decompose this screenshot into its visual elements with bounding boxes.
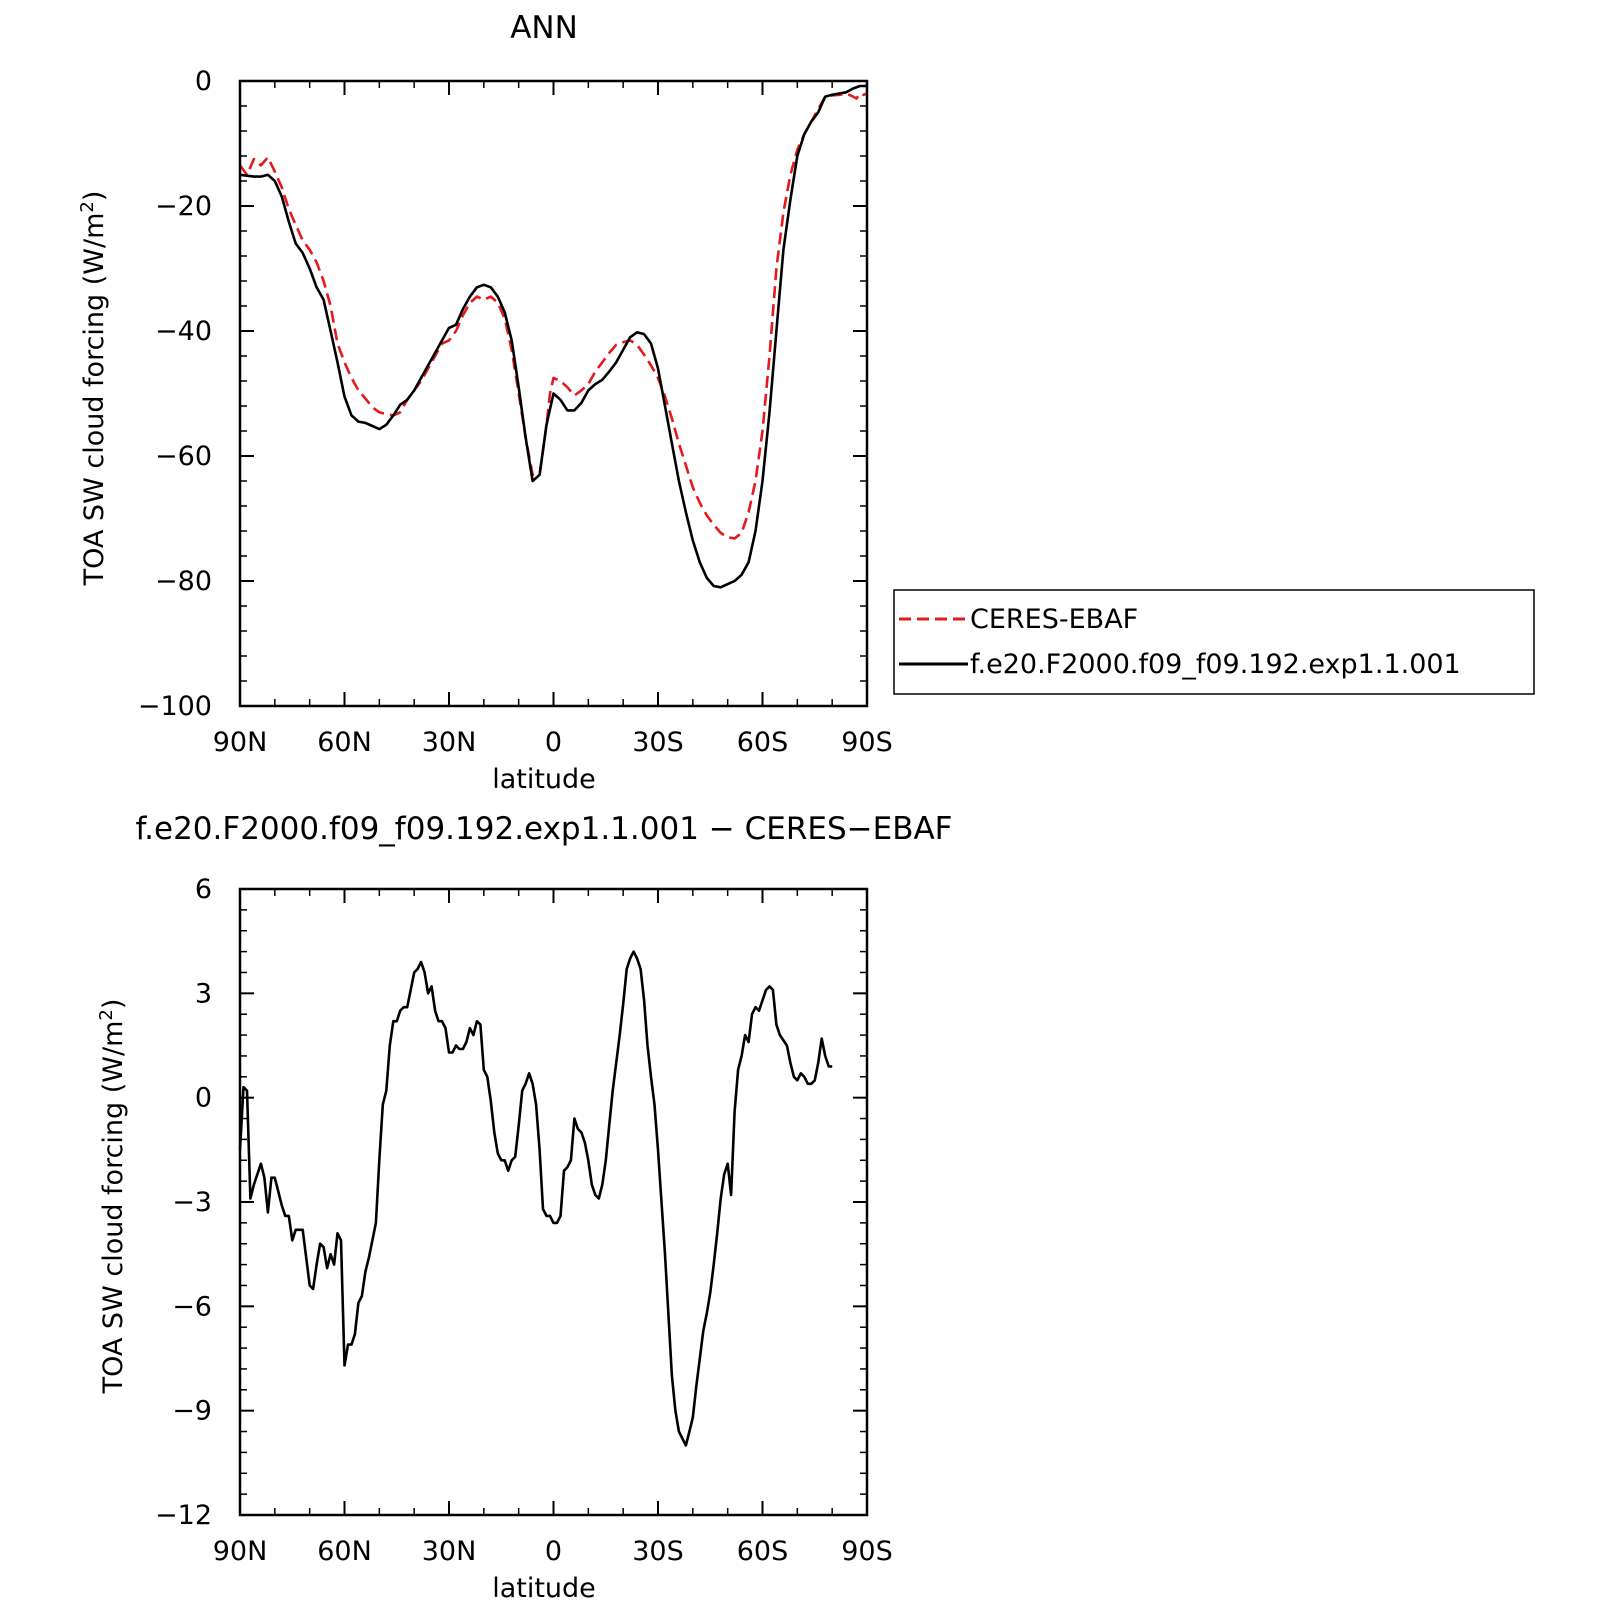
plot-frame	[238, 887, 869, 1517]
plot-frame	[238, 79, 869, 708]
series-lines	[238, 84, 868, 589]
y-tick-label: −3	[172, 1187, 212, 1218]
y-tick-label: −40	[155, 316, 212, 347]
x-tick-label: 60S	[737, 1536, 789, 1567]
x-tick-label: 90N	[213, 1536, 268, 1567]
y-tick-label: −60	[155, 441, 212, 472]
panel-difference: f.e20.F2000.f09_f09.192.exp1.1.001 − CER…	[96, 811, 953, 1604]
y-tick-label: 0	[195, 1083, 212, 1114]
y-tick-label: 6	[195, 874, 212, 905]
panel-annual-cloud-forcing: ANN 0−20−40−60−80−100 90N 60N 30N 0 30S 60S 90…	[77, 10, 1535, 795]
series-line-0	[238, 950, 833, 1447]
legend-box	[893, 589, 1535, 695]
y-tick-label: −20	[155, 191, 212, 222]
legend-label-model: f.e20.F2000.f09_f09.192.exp1.1.001	[970, 649, 1461, 680]
chart-title: ANN	[510, 10, 578, 46]
x-tick-label: 90N	[213, 727, 268, 758]
y-tick-label: −9	[172, 1396, 212, 1427]
y-tick-label: 0	[195, 66, 212, 97]
x-tick-label: 60N	[317, 727, 372, 758]
legend-label-ceres: CERES-EBAF	[970, 604, 1138, 635]
y-tick-label: −80	[155, 566, 212, 597]
series-lines	[238, 950, 833, 1447]
x-tick-label: 60S	[737, 727, 789, 758]
x-tick-label: 0	[545, 1536, 562, 1567]
chart-title: f.e20.F2000.f09_f09.192.exp1.1.001 − CER…	[135, 811, 952, 847]
x-tick-label: 0	[545, 727, 562, 758]
y-axis-label: TOA SW cloud forcing (W/m2)	[96, 999, 129, 1395]
x-tick-labels: 90N 60N 30N 0 30S 60S 90S	[213, 1536, 893, 1567]
y-tick-label: −100	[138, 691, 212, 722]
x-tick-label: 90S	[841, 727, 893, 758]
x-tick-label: 30S	[632, 1536, 684, 1567]
x-tick-label: 60N	[317, 1536, 372, 1567]
y-tick-label: −12	[155, 1500, 212, 1531]
y-tick-labels: 0 −20 −40 −60 −80 −100	[138, 66, 212, 722]
tick-marks	[239, 888, 868, 1516]
legend: CERES-EBAF f.e20.F2000.f09_f09.192.exp1.…	[893, 589, 1535, 695]
x-tick-label: 30S	[632, 727, 684, 758]
y-tick-label: −6	[172, 1291, 212, 1322]
x-tick-label: 30N	[422, 1536, 477, 1567]
x-tick-label: 30N	[422, 727, 477, 758]
series-line-1	[239, 84, 867, 589]
x-tick-label: 90S	[841, 1536, 893, 1567]
x-tick-labels: 90N 60N 30N 0 30S 60S 90S	[213, 727, 893, 758]
x-axis-label: latitude	[492, 1573, 596, 1604]
x-axis-label: latitude	[492, 764, 596, 795]
y-tick-label: 3	[195, 978, 212, 1009]
y-axis-label: TOA SW cloud forcing (W/m2)	[77, 191, 110, 587]
series-line-0	[238, 92, 868, 540]
y-tick-labels: 6 3 0 −3 −6 −9 −12	[155, 874, 212, 1531]
